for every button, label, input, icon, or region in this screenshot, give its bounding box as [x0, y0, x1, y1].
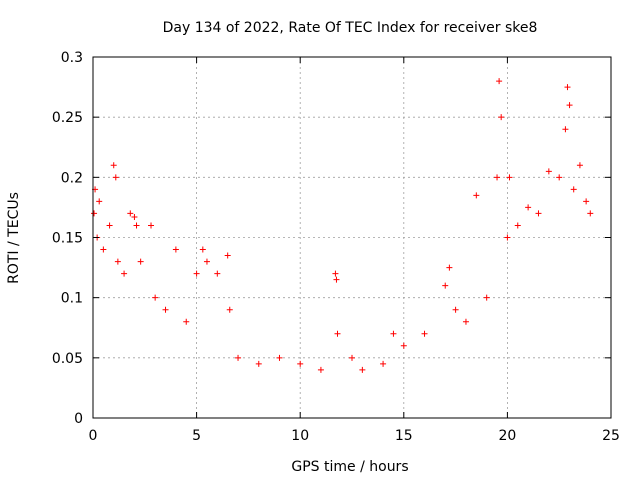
data-point	[91, 210, 98, 217]
x-tick-label: 15	[395, 428, 413, 444]
data-point	[473, 192, 480, 199]
data-point	[334, 330, 341, 337]
data-point	[96, 198, 103, 205]
data-point	[446, 264, 453, 271]
data-point	[133, 222, 140, 229]
data-point	[587, 210, 594, 217]
data-point	[514, 222, 521, 229]
data-point	[442, 282, 449, 289]
data-point	[112, 174, 119, 181]
data-point	[349, 354, 355, 361]
ticks	[92, 56, 612, 419]
data-point	[583, 198, 590, 205]
data-point	[566, 102, 573, 109]
data-point	[199, 246, 206, 253]
y-axis-label: ROTI / TECUs	[6, 192, 22, 284]
y-tick-label: 0.05	[52, 351, 83, 367]
data-point	[498, 114, 505, 121]
data-point	[452, 306, 459, 313]
data-point	[110, 162, 117, 169]
data-point	[332, 270, 339, 277]
data-point	[506, 174, 513, 181]
data-point	[380, 360, 387, 367]
x-axis-label: GPS time / hours	[291, 459, 408, 475]
data-point	[100, 246, 107, 253]
x-tick-label: 10	[291, 428, 309, 444]
data-point	[297, 360, 304, 367]
data-points	[91, 78, 594, 373]
y-tick-label: 0.25	[52, 110, 83, 126]
y-tick-label: 0	[74, 411, 83, 427]
data-point	[535, 210, 542, 217]
data-point	[276, 354, 283, 361]
data-point	[137, 258, 144, 265]
data-point	[224, 252, 231, 259]
data-point	[545, 168, 552, 175]
data-point	[525, 204, 532, 211]
data-point	[462, 318, 469, 325]
y-tick-label: 0.1	[61, 291, 83, 307]
data-point	[317, 366, 324, 373]
data-point	[152, 294, 159, 301]
grid	[93, 57, 611, 418]
data-point	[564, 84, 571, 91]
x-tick-labels: 0 5 10 15 20 25	[89, 428, 620, 444]
data-point	[400, 342, 407, 349]
data-point	[576, 162, 583, 169]
y-tick-labels: 0 0.05 0.1 0.15 0.2 0.25 0.3	[52, 50, 83, 427]
y-tick-label: 0.2	[61, 170, 83, 186]
data-point	[172, 246, 179, 253]
data-point	[570, 186, 577, 193]
data-point	[203, 258, 210, 265]
data-point	[556, 174, 563, 181]
data-point	[494, 174, 501, 181]
data-point	[255, 360, 262, 367]
x-tick-label: 5	[192, 428, 201, 444]
data-point	[226, 306, 233, 313]
data-point	[421, 330, 428, 337]
data-point	[183, 318, 190, 325]
data-point	[106, 222, 113, 229]
data-point	[162, 306, 169, 313]
data-point	[562, 126, 569, 133]
data-point	[114, 258, 121, 265]
data-point	[127, 210, 134, 217]
data-point	[333, 276, 340, 283]
data-point	[148, 222, 155, 229]
data-point	[504, 234, 511, 241]
data-point	[483, 294, 490, 301]
x-tick-label: 25	[602, 428, 620, 444]
x-tick-label: 20	[498, 428, 516, 444]
y-tick-label: 0.15	[52, 231, 83, 247]
x-tick-label: 0	[89, 428, 98, 444]
data-point	[359, 366, 366, 373]
data-point	[131, 214, 138, 221]
data-point	[496, 78, 503, 85]
data-point	[214, 270, 221, 277]
chart-title: Day 134 of 2022, Rate Of TEC Index for r…	[163, 20, 538, 36]
data-point	[235, 354, 242, 361]
y-tick-label: 0.3	[61, 50, 83, 66]
data-point	[193, 270, 200, 277]
data-point	[390, 330, 397, 337]
data-point	[121, 270, 128, 277]
